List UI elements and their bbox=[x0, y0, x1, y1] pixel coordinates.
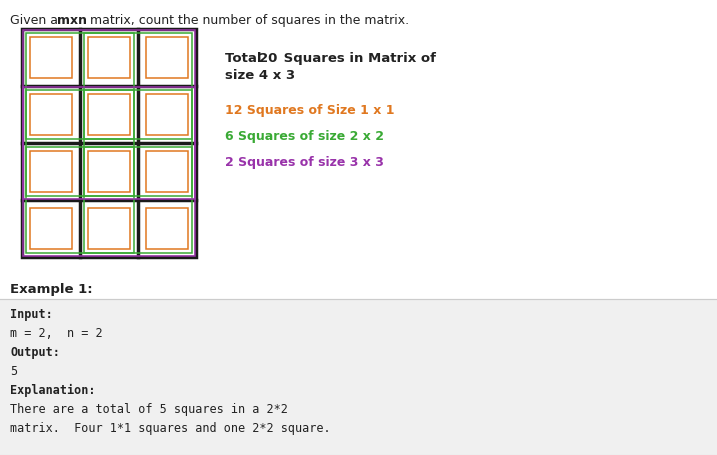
Text: Output:: Output: bbox=[10, 345, 60, 358]
Bar bbox=[30, 152, 72, 192]
Text: Explanation:: Explanation: bbox=[10, 383, 95, 396]
Bar bbox=[23, 31, 195, 200]
Text: matrix, count the number of squares in the matrix.: matrix, count the number of squares in t… bbox=[86, 14, 409, 27]
Bar bbox=[26, 148, 134, 253]
Text: 20: 20 bbox=[259, 52, 277, 65]
Text: Example 1:: Example 1: bbox=[10, 283, 92, 295]
Bar bbox=[88, 208, 130, 249]
Bar bbox=[146, 95, 188, 136]
Bar bbox=[88, 38, 130, 79]
Bar bbox=[30, 208, 72, 249]
Bar bbox=[30, 38, 72, 79]
Text: Squares in Matrix of: Squares in Matrix of bbox=[279, 52, 436, 65]
Bar bbox=[84, 91, 192, 197]
Text: 6 Squares of size 2 x 2: 6 Squares of size 2 x 2 bbox=[225, 130, 384, 143]
Text: size 4 x 3: size 4 x 3 bbox=[225, 69, 295, 82]
Text: Total: Total bbox=[225, 52, 266, 65]
Bar bbox=[84, 34, 192, 140]
Text: 2 Squares of size 3 x 3: 2 Squares of size 3 x 3 bbox=[225, 156, 384, 169]
Bar bbox=[23, 88, 195, 257]
Text: Given a: Given a bbox=[10, 14, 62, 27]
Text: m = 2,  n = 2: m = 2, n = 2 bbox=[10, 326, 103, 339]
Text: 12 Squares of Size 1 x 1: 12 Squares of Size 1 x 1 bbox=[225, 104, 394, 117]
Bar bbox=[26, 34, 134, 140]
Bar bbox=[22, 30, 196, 258]
Bar bbox=[84, 148, 192, 253]
Bar bbox=[88, 95, 130, 136]
Bar bbox=[30, 95, 72, 136]
Text: mxn: mxn bbox=[57, 14, 87, 27]
Text: There are a total of 5 squares in a 2*2: There are a total of 5 squares in a 2*2 bbox=[10, 402, 288, 415]
Bar bbox=[0, 299, 717, 455]
Bar bbox=[146, 38, 188, 79]
Text: 5: 5 bbox=[10, 364, 17, 377]
Bar bbox=[26, 91, 134, 197]
Bar bbox=[88, 152, 130, 192]
Bar bbox=[146, 152, 188, 192]
Text: Input:: Input: bbox=[10, 307, 53, 320]
Text: matrix.  Four 1*1 squares and one 2*2 square.: matrix. Four 1*1 squares and one 2*2 squ… bbox=[10, 421, 331, 434]
Bar bbox=[146, 208, 188, 249]
